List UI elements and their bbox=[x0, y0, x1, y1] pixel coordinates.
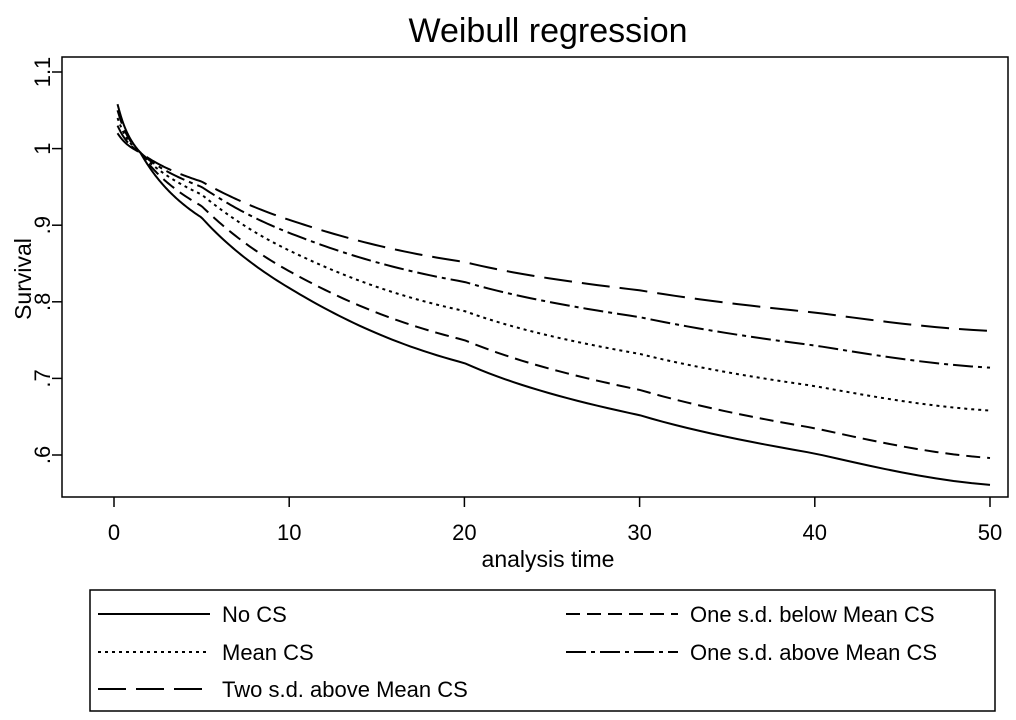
plot-area bbox=[61, 56, 1009, 498]
x-axis: 0 10 20 30 40 50 bbox=[108, 497, 1002, 545]
x-tick-label: 50 bbox=[978, 520, 1002, 545]
chart-title: Weibull regression bbox=[408, 12, 687, 50]
legend-label-4: Two s.d. above Mean CS bbox=[222, 677, 468, 702]
series-line-4 bbox=[116, 132, 991, 332]
x-tick-label: 40 bbox=[803, 520, 827, 545]
y-tick-label: 1 bbox=[30, 142, 55, 154]
series-line-1 bbox=[116, 109, 991, 460]
y-tick-label: .9 bbox=[30, 216, 55, 234]
legend-box bbox=[89, 589, 996, 712]
series-line-2 bbox=[116, 117, 991, 412]
y-axis-label: Survival bbox=[10, 238, 36, 320]
y-tick-label: .6 bbox=[30, 446, 55, 464]
legend-label-2: Mean CS bbox=[222, 640, 314, 665]
legend: No CS One s.d. below Mean CS Mean CS One s.… bbox=[98, 602, 937, 702]
x-tick-label: 20 bbox=[452, 520, 476, 545]
series-lines bbox=[116, 103, 991, 486]
series-line-3 bbox=[116, 125, 991, 369]
legend-label-0: No CS bbox=[222, 602, 287, 627]
x-axis-label: analysis time bbox=[482, 546, 615, 572]
legend-label-1: One s.d. below Mean CS bbox=[690, 602, 935, 627]
series-line-0 bbox=[116, 103, 991, 486]
legend-label-3: One s.d. above Mean CS bbox=[690, 640, 937, 665]
x-tick-label: 10 bbox=[277, 520, 301, 545]
y-tick-label: .8 bbox=[30, 293, 55, 311]
y-axis: .6 .7 .8 .9 1 1.1 bbox=[30, 57, 62, 464]
x-tick-label: 0 bbox=[108, 520, 120, 545]
y-tick-label: .7 bbox=[30, 369, 55, 387]
y-tick-label: 1.1 bbox=[30, 57, 55, 88]
x-tick-label: 30 bbox=[627, 520, 651, 545]
